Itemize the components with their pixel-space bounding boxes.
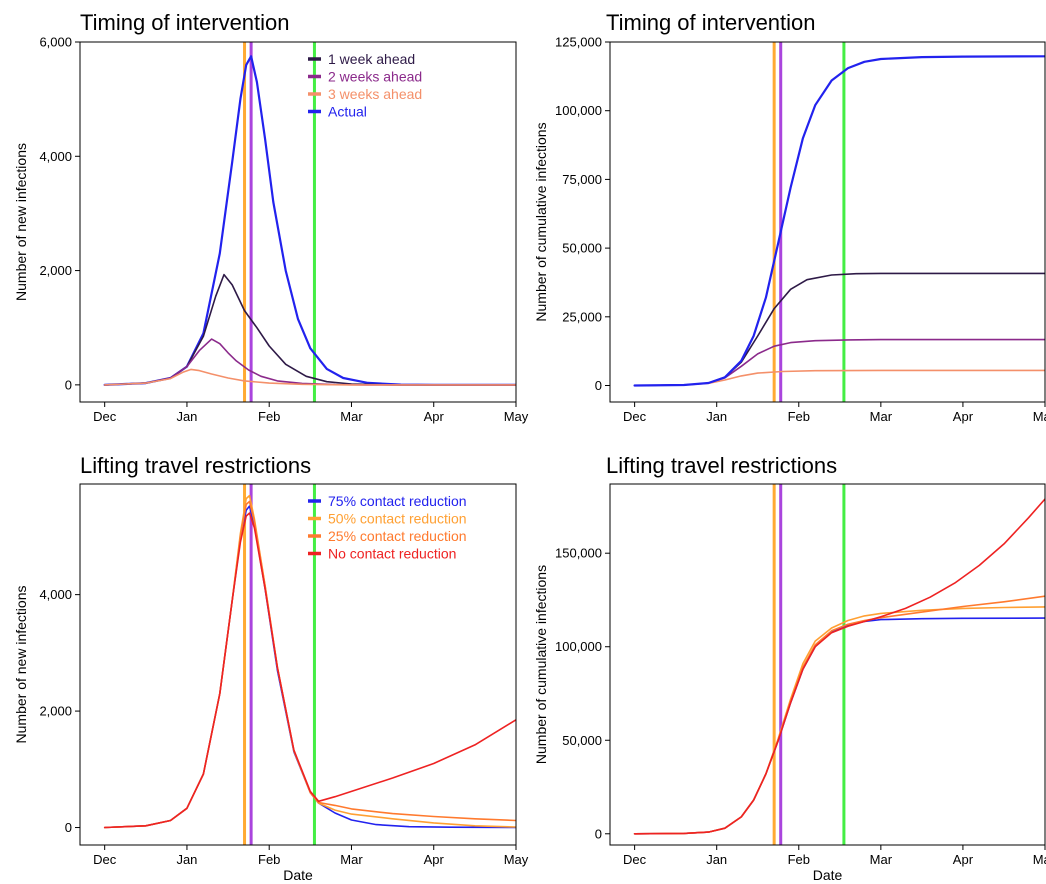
x-tick-label: May <box>504 852 529 867</box>
x-tick-label: Jan <box>176 409 197 424</box>
legend-label: No contact reduction <box>328 546 456 562</box>
legend-label: Actual <box>328 104 367 120</box>
plot-frame <box>79 41 517 403</box>
x-tick-label: Apr <box>424 852 445 867</box>
y-axis-label: Number of new infections <box>13 143 29 301</box>
x-axis-label: Date <box>813 867 843 883</box>
plot-area <box>633 484 1045 845</box>
chart-title: Timing of intervention <box>80 10 290 35</box>
x-tick-label: Feb <box>258 409 280 424</box>
legend: 75% contact reduction 50% contact reducti… <box>308 493 467 562</box>
y-axis-label: Number of new infections <box>13 586 29 744</box>
series-line-25-contact-reduction <box>633 595 1045 835</box>
x-tick-label: Jan <box>176 852 197 867</box>
x-tick-label: May <box>1033 409 1046 424</box>
y-axis-label: Number of cumulative infections <box>533 565 549 764</box>
y-tick-label: 0 <box>65 377 72 392</box>
panel-bottom-left: Lifting travel restrictions Number of new… <box>13 453 529 883</box>
chart-title: Lifting travel restrictions <box>80 453 311 478</box>
legend-label: 25% contact reduction <box>328 528 467 544</box>
panel-top-left: Timing of intervention Number of new infe… <box>13 10 529 424</box>
x-tick-label: Jan <box>706 852 727 867</box>
series-line-3-weeks-ahead <box>103 368 516 386</box>
y-tick-label: 0 <box>65 820 72 835</box>
chart-title: Lifting travel restrictions <box>606 453 837 478</box>
x-tick-label: Jan <box>706 409 727 424</box>
x-tick-label: Mar <box>870 409 893 424</box>
series-line-actual <box>633 55 1045 387</box>
y-tick-label: 6,000 <box>39 35 72 50</box>
panel-bottom-right: Lifting travel restrictions Number of cum… <box>533 453 1046 883</box>
plot-area <box>103 484 516 845</box>
series-line-actual <box>103 55 516 386</box>
series-line-2-weeks-ahead <box>633 338 1045 387</box>
plot-area <box>103 42 516 402</box>
x-tick-label: Mar <box>340 852 363 867</box>
panel-top-right: Timing of intervention Number of cumulati… <box>533 10 1046 424</box>
x-tick-label: Mar <box>340 409 363 424</box>
y-tick-label: 4,000 <box>39 149 72 164</box>
series-line-75-contact-reduction <box>633 617 1045 835</box>
legend-label: 50% contact reduction <box>328 511 467 527</box>
series-line-no-contact-reduction <box>633 498 1045 835</box>
x-tick-label: May <box>1033 852 1046 867</box>
y-tick-label: 100,000 <box>555 103 602 118</box>
x-tick-label: Feb <box>258 852 280 867</box>
x-tick-label: Dec <box>93 409 117 424</box>
plot-frame <box>79 483 517 846</box>
chart-title: Timing of intervention <box>606 10 816 35</box>
x-tick-label: Feb <box>788 409 810 424</box>
plot-area <box>633 42 1045 402</box>
y-tick-label: 150,000 <box>555 546 602 561</box>
plot-frame <box>609 41 1046 403</box>
series-line-1-week-ahead <box>103 273 516 386</box>
series-line-no-contact-reduction <box>103 512 516 829</box>
y-tick-label: 4,000 <box>39 587 72 602</box>
x-tick-label: Dec <box>623 852 647 867</box>
y-tick-label: 50,000 <box>562 733 602 748</box>
y-tick-label: 2,000 <box>39 704 72 719</box>
x-axis-label: Date <box>283 867 313 883</box>
x-tick-label: Dec <box>623 409 647 424</box>
legend-label: 75% contact reduction <box>328 493 467 509</box>
y-tick-label: 100,000 <box>555 639 602 654</box>
series-line-50-contact-reduction <box>633 606 1045 835</box>
y-tick-label: 125,000 <box>555 35 602 50</box>
y-tick-label: 25,000 <box>562 309 602 324</box>
legend-label: 1 week ahead <box>328 51 415 67</box>
x-tick-label: Apr <box>953 409 974 424</box>
y-tick-label: 2,000 <box>39 263 72 278</box>
x-tick-label: May <box>504 409 529 424</box>
y-tick-label: 0 <box>595 378 602 393</box>
x-tick-label: Dec <box>93 852 117 867</box>
y-axis-label: Number of cumulative infections <box>533 122 549 321</box>
x-tick-label: Apr <box>953 852 974 867</box>
y-tick-label: 50,000 <box>562 241 602 256</box>
legend-label: 2 weeks ahead <box>328 69 422 85</box>
series-line-1-week-ahead <box>633 272 1045 387</box>
x-tick-label: Feb <box>788 852 810 867</box>
x-tick-label: Apr <box>424 409 445 424</box>
legend-label: 3 weeks ahead <box>328 86 422 102</box>
plot-frame <box>609 483 1046 846</box>
x-tick-label: Mar <box>870 852 893 867</box>
y-tick-label: 0 <box>595 826 602 841</box>
y-tick-label: 75,000 <box>562 172 602 187</box>
